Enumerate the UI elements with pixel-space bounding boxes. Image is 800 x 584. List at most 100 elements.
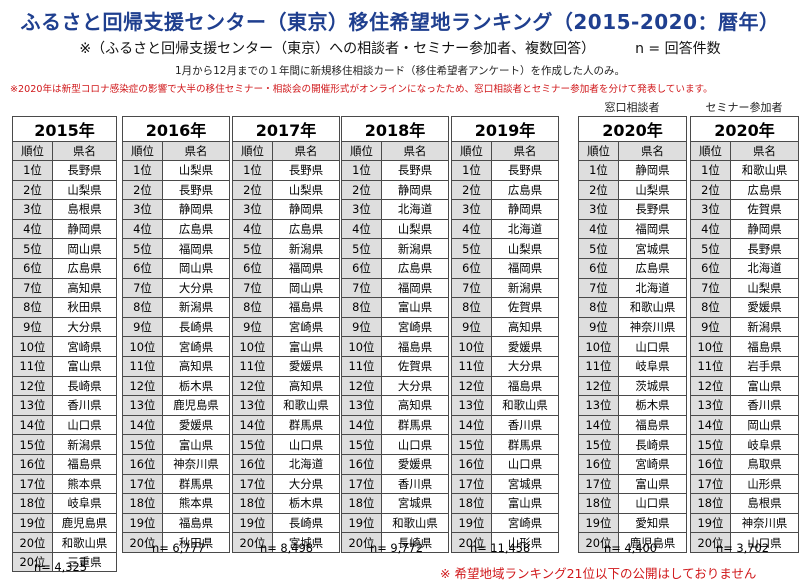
table-row: 7位 新潟県 bbox=[451, 277, 560, 299]
prefecture-cell: 大分県 bbox=[51, 316, 118, 338]
table-row: 12位 長崎県 bbox=[12, 375, 118, 397]
table-row: 20位 和歌山県 bbox=[12, 532, 118, 553]
rank-cell: 8位 bbox=[690, 297, 731, 318]
table-row: 4位 北海道 bbox=[451, 218, 560, 240]
table-row: 3位 静岡県 bbox=[122, 199, 231, 220]
table-row: 17位 宮城県 bbox=[451, 473, 560, 495]
rank-cell: 11位 bbox=[122, 355, 163, 377]
rank-cell: 4位 bbox=[690, 218, 731, 240]
prefecture-cell: 山梨県 bbox=[380, 218, 450, 240]
prefecture-cell: 長野県 bbox=[729, 238, 800, 259]
table-row: 2位 長野県 bbox=[122, 179, 231, 201]
table-row: 11位 愛媛県 bbox=[232, 355, 341, 377]
prefecture-cell: 福岡県 bbox=[617, 218, 688, 240]
prefecture-cell: 富山県 bbox=[729, 375, 800, 397]
table-row: 14位 群馬県 bbox=[341, 414, 450, 436]
page-title: ふるさと回帰支援センター（東京）移住希望地ランキング（2015-2020：暦年） bbox=[20, 10, 780, 34]
table-row: 12位 高知県 bbox=[232, 375, 341, 397]
table-row: 20位 三重県 bbox=[12, 551, 118, 573]
table-row: 1位 長野県 bbox=[451, 160, 560, 181]
rank-cell: 17位 bbox=[451, 473, 492, 495]
prefecture-cell: 福岡県 bbox=[490, 257, 560, 279]
prefecture-cell: 鹿児島県 bbox=[161, 395, 231, 416]
rank-cell: 16位 bbox=[12, 453, 53, 475]
rank-cell: 18位 bbox=[12, 493, 53, 514]
prefecture-cell: 静岡県 bbox=[617, 160, 688, 181]
table-row: 18位 富山県 bbox=[451, 493, 560, 514]
table-row: 13位 鹿児島県 bbox=[122, 395, 231, 416]
prefecture-cell: 静岡県 bbox=[380, 179, 450, 201]
rank-col-header: 順位 bbox=[578, 141, 619, 161]
table-row: 6位 広島県 bbox=[12, 257, 118, 279]
prefecture-cell: 山梨県 bbox=[161, 160, 231, 181]
rank-cell: 2位 bbox=[12, 179, 53, 201]
table-row: 16位 鳥取県 bbox=[690, 453, 800, 475]
prefecture-cell: 茨城県 bbox=[617, 375, 688, 397]
prefecture-cell: 新潟県 bbox=[380, 238, 450, 259]
prefecture-cell: 大分県 bbox=[380, 375, 450, 397]
table-row: 4位 広島県 bbox=[232, 218, 341, 240]
prefecture-cell: 山梨県 bbox=[271, 179, 341, 201]
rank-cell: 7位 bbox=[341, 277, 382, 299]
table-row: 13位 香川県 bbox=[12, 395, 118, 416]
table-row: 1位 長野県 bbox=[341, 160, 450, 181]
rank-cell: 16位 bbox=[690, 453, 731, 475]
table-row: 8位 新潟県 bbox=[122, 297, 231, 318]
rank-cell: 16位 bbox=[232, 453, 273, 475]
prefecture-cell: 鹿児島県 bbox=[51, 512, 118, 534]
table-row: 19位 和歌山県 bbox=[341, 512, 450, 534]
rank-cell: 12位 bbox=[451, 375, 492, 397]
table-row: 6位 福岡県 bbox=[232, 257, 341, 279]
table-row: 13位 和歌山県 bbox=[451, 395, 560, 416]
table-row: 20位 長崎県 bbox=[341, 532, 450, 553]
rank-cell: 6位 bbox=[451, 257, 492, 279]
prefecture-cell: 福岡県 bbox=[271, 257, 341, 279]
prefecture-cell: 山梨県 bbox=[729, 277, 800, 299]
rank-cell: 11位 bbox=[451, 355, 492, 377]
rank-cell: 13位 bbox=[578, 395, 619, 416]
rank-cell: 3位 bbox=[12, 199, 53, 220]
table-row: 12位 大分県 bbox=[341, 375, 450, 397]
table-row: 3位 佐賀県 bbox=[690, 199, 800, 220]
prefecture-cell: 福島県 bbox=[51, 453, 118, 475]
prefecture-cell: 山梨県 bbox=[51, 179, 118, 201]
rank-cell: 17位 bbox=[341, 473, 382, 495]
rank-cell: 5位 bbox=[122, 238, 163, 259]
rank-cell: 15位 bbox=[122, 434, 163, 455]
prefecture-cell: 高知県 bbox=[271, 375, 341, 397]
prefecture-cell: 山口県 bbox=[617, 336, 688, 357]
table-row: 11位 高知県 bbox=[122, 355, 231, 377]
table-row: 11位 岐阜県 bbox=[578, 355, 688, 377]
table-row: 20位 山形県 bbox=[451, 532, 560, 553]
rank-cell: 11位 bbox=[12, 355, 53, 377]
rank-cell: 17位 bbox=[690, 473, 731, 495]
prefecture-cell: 島根県 bbox=[729, 493, 800, 514]
rank-cell: 20位 bbox=[451, 532, 492, 553]
rank-cell: 18位 bbox=[578, 493, 619, 514]
rank-cell: 13位 bbox=[232, 395, 273, 416]
table-row: 10位 山口県 bbox=[578, 336, 688, 357]
prefecture-cell: 岡山県 bbox=[161, 257, 231, 279]
rank-cell: 10位 bbox=[12, 336, 53, 357]
prefecture-cell: 静岡県 bbox=[271, 199, 341, 220]
prefecture-cell: 富山県 bbox=[617, 473, 688, 495]
table-row: 5位 新潟県 bbox=[341, 238, 450, 259]
prefecture-cell: 宮城県 bbox=[490, 473, 560, 495]
table-row: 17位 富山県 bbox=[578, 473, 688, 495]
table-row: 9位 神奈川県 bbox=[578, 316, 688, 338]
table-row: 8位 秋田県 bbox=[12, 297, 118, 318]
prefecture-cell: 広島県 bbox=[490, 179, 560, 201]
prefecture-cell: 島根県 bbox=[51, 199, 118, 220]
year-header: 2015年 bbox=[11, 116, 118, 142]
prefecture-cell: 長崎県 bbox=[617, 434, 688, 455]
rank-cell: 5位 bbox=[12, 238, 53, 259]
prefecture-cell: 長野県 bbox=[51, 160, 118, 181]
prefecture-cell: 岩手県 bbox=[729, 355, 800, 377]
prefecture-cell: 広島県 bbox=[271, 218, 341, 240]
rank-cell: 1位 bbox=[578, 160, 619, 181]
respondent-count: n= 8,498 bbox=[260, 541, 313, 555]
ranking-table-6: 2020年 順位 県名 1位 和歌山県 2位 広島県 3位 佐賀県 4位 静岡県 5位 長野県 6位 北海道… bbox=[689, 116, 800, 553]
rank-cell: 15位 bbox=[578, 434, 619, 455]
prefecture-cell: 宮崎県 bbox=[271, 316, 341, 338]
table-row: 13位 和歌山県 bbox=[232, 395, 341, 416]
